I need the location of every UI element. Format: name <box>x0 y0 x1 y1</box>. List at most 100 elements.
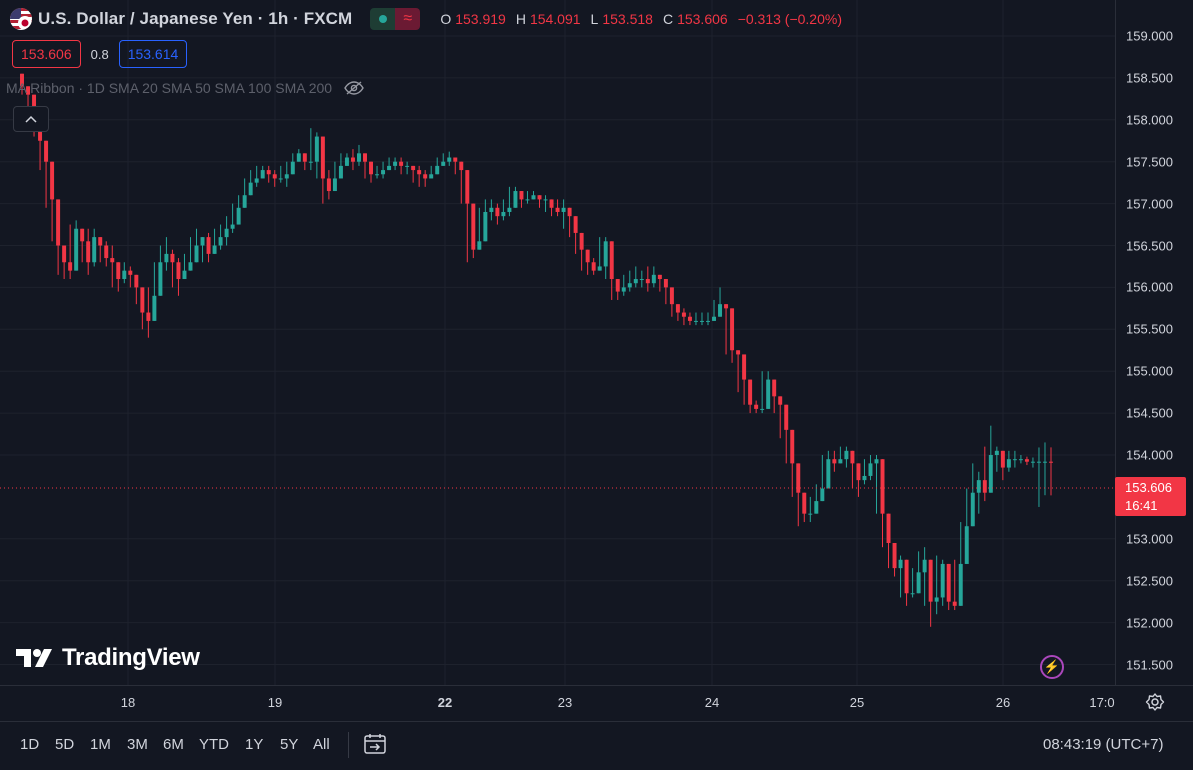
candle-body <box>898 559 903 569</box>
candle-body <box>886 513 891 543</box>
candle <box>519 191 524 208</box>
candle <box>567 207 572 238</box>
candle-body <box>411 165 416 171</box>
price-tick-label: 157.000 <box>1126 196 1173 212</box>
candle-body <box>393 161 398 166</box>
candle <box>561 199 566 229</box>
candle-body <box>248 182 253 196</box>
candle-body <box>218 237 223 246</box>
candle <box>236 195 241 225</box>
candle-body <box>417 170 422 175</box>
candle-body <box>369 161 374 175</box>
candle <box>122 262 127 284</box>
candle-body <box>423 174 428 179</box>
candle <box>1006 450 1011 472</box>
candle <box>146 287 151 338</box>
candle-body <box>332 178 337 192</box>
candle <box>423 170 428 187</box>
clock[interactable]: 08:43:19 (UTC+7) <box>1043 736 1164 753</box>
sell-button[interactable]: 153.606 <box>12 40 81 68</box>
timeframe-button-ytd[interactable]: YTD <box>199 736 229 753</box>
candle <box>417 165 422 187</box>
candle-body <box>964 526 969 564</box>
candle-body <box>1006 459 1011 468</box>
candle-body <box>98 237 103 246</box>
candle-body <box>946 563 951 602</box>
price-tick-label: 153.000 <box>1126 531 1173 547</box>
candle <box>543 195 548 212</box>
candle-body <box>784 404 789 430</box>
market-status-pill[interactable]: ≈ <box>370 8 421 30</box>
candle <box>242 178 247 208</box>
buy-button[interactable]: 153.614 <box>118 40 188 68</box>
indicator-label[interactable]: MA Ribbon · 1D SMA 20 SMA 50 SMA 100 SMA… <box>6 80 333 96</box>
candle <box>224 216 229 246</box>
candle <box>645 266 650 292</box>
timeframe-button-1y[interactable]: 1Y <box>245 736 264 753</box>
eye-off-icon[interactable] <box>344 81 364 95</box>
candle <box>808 496 813 523</box>
date-range-icon[interactable] <box>364 733 388 760</box>
timeframe-button-all[interactable]: All <box>313 736 330 753</box>
timeframe-button-6m[interactable]: 6M <box>163 736 184 753</box>
price-axis[interactable]: 159.000 158.500 158.000 157.500 157.000 156.5… <box>1115 0 1193 685</box>
candle-body <box>399 161 404 166</box>
candle <box>296 149 301 162</box>
candle <box>477 207 482 250</box>
gear-icon[interactable] <box>1145 692 1165 717</box>
candle-body <box>910 593 915 595</box>
candle-body <box>988 455 993 493</box>
candle-body <box>308 161 313 163</box>
candle-body <box>856 463 861 481</box>
candle-body <box>585 249 590 263</box>
timeframe-button-1d[interactable]: 1D <box>20 736 40 753</box>
candle <box>1000 450 1005 481</box>
candle <box>736 350 741 393</box>
candle-body <box>134 274 139 288</box>
timeframe-button-5d[interactable]: 5D <box>55 736 75 753</box>
time-tick-label: 19 <box>267 695 283 710</box>
candle-body <box>766 379 771 409</box>
candle <box>886 513 891 569</box>
candle-body <box>1018 459 1023 461</box>
collapse-legend-button[interactable] <box>13 106 49 132</box>
candle-body <box>68 262 73 271</box>
candle <box>663 279 668 305</box>
candle <box>1030 457 1035 468</box>
candle-body <box>320 136 325 179</box>
candle-body <box>862 475 867 481</box>
candle <box>513 186 518 208</box>
candle-body <box>699 320 704 322</box>
timeframe-button-1m[interactable]: 1M <box>90 736 111 753</box>
timeframe-button-5y[interactable]: 5Y <box>280 736 299 753</box>
candle-body <box>495 207 500 217</box>
indicator-legend[interactable]: MA Ribbon · 1D SMA 20 SMA 50 SMA 100 SMA… <box>6 80 364 96</box>
candle <box>627 270 632 292</box>
candle <box>832 450 837 472</box>
candle <box>308 128 313 171</box>
candle-body <box>994 450 999 455</box>
candle <box>802 492 807 523</box>
candle-body <box>62 245 67 263</box>
lightning-icon[interactable]: ⚡ <box>1040 655 1064 679</box>
candle <box>471 203 476 259</box>
candle-body <box>597 266 602 271</box>
ohlc-legend: O 153.919 H 154.091 L 153.518 C 153.606 −0.3… <box>440 11 848 27</box>
candlestick-chart[interactable] <box>0 0 1115 685</box>
time-axis[interactable]: 18 19 22 23 24 25 26 17:0 <box>0 685 1193 722</box>
candle-body <box>170 253 175 263</box>
candle <box>844 446 849 468</box>
candle <box>621 274 626 296</box>
symbol-title[interactable]: U.S. Dollar / Japanese Yen · 1h · FXCM <box>38 9 353 28</box>
chart-pane[interactable] <box>0 0 1115 685</box>
tradingview-logo[interactable]: TradingView <box>16 644 200 672</box>
time-tick-label: 22 <box>437 695 453 710</box>
price-tick-label: 151.500 <box>1126 657 1173 672</box>
candle-body <box>874 459 879 464</box>
candle-body <box>573 216 578 233</box>
timeframe-button-3m[interactable]: 3M <box>127 736 148 753</box>
candle-body <box>266 170 271 175</box>
candle <box>772 379 777 414</box>
candle-body <box>158 262 163 296</box>
candle-body <box>802 492 807 514</box>
